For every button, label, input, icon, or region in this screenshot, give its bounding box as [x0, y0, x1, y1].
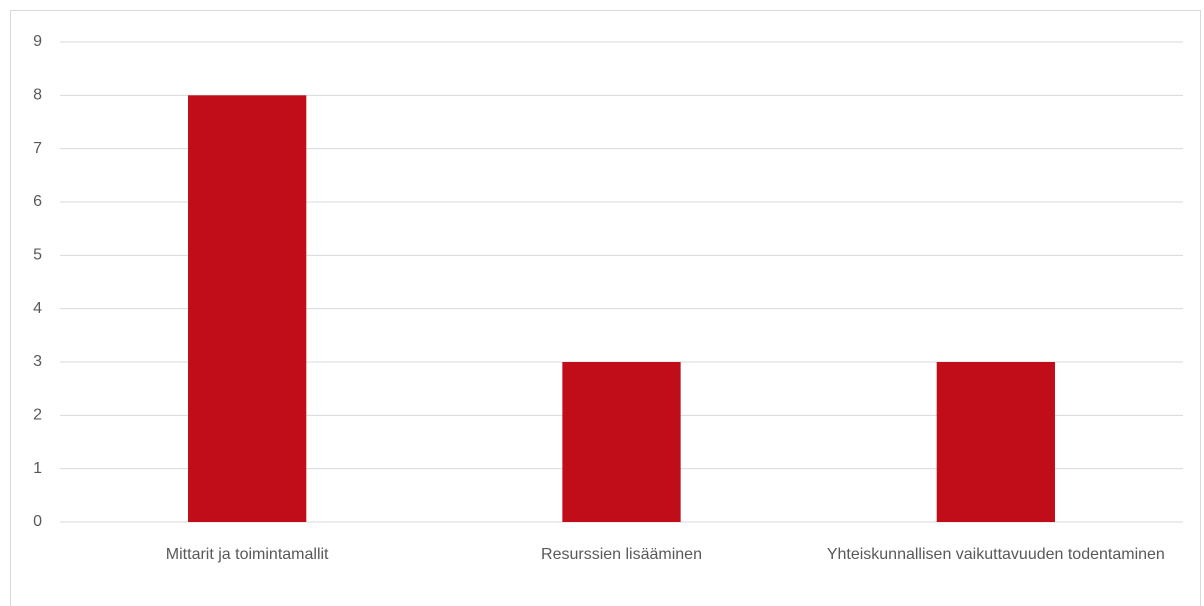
chart-border [10, 10, 1201, 606]
y-tick-label: 4 [33, 300, 42, 317]
x-tick-label: Yhteiskunnallisen vaikuttavuuden todenta… [826, 546, 1165, 563]
y-tick-label: 0 [33, 513, 42, 530]
y-tick-label: 3 [33, 353, 42, 370]
y-tick-label: 5 [33, 247, 42, 264]
y-tick-label: 1 [33, 460, 42, 477]
y-tick-label: 7 [33, 140, 42, 157]
y-tick-label: 2 [33, 407, 42, 424]
y-tick-label: 8 [33, 87, 42, 104]
bar [936, 362, 1055, 522]
y-tick-label: 6 [33, 193, 42, 210]
x-tick-label: Resurssien lisääminen [541, 546, 702, 563]
x-tick-label: Mittarit ja toimintamallit [165, 546, 329, 563]
bar [562, 362, 681, 522]
y-tick-label: 9 [33, 33, 42, 50]
bar [188, 95, 307, 522]
